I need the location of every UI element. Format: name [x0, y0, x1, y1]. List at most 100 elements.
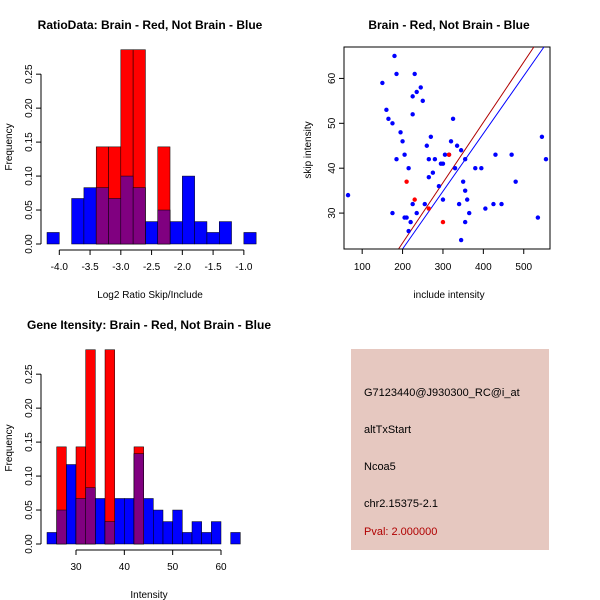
scatter-point-not-brain: [543, 157, 549, 162]
scatter-xtick-label: 500: [515, 262, 532, 273]
scatter-point-not-brain: [414, 210, 419, 216]
scatter-point-not-brain: [499, 201, 504, 207]
scatter-point-not-brain: [450, 116, 456, 122]
scatter-point-not-brain: [462, 219, 468, 225]
ratio_hist-xtick-label: -1.5: [204, 262, 222, 273]
scatter-point-not-brain: [539, 134, 545, 139]
scatter-point-not-brain: [493, 152, 498, 157]
ratio_hist-bar-not-brain: [182, 175, 195, 245]
scatter-point-not-brain: [410, 94, 415, 99]
scatter-point-brain: [404, 179, 409, 184]
ratio_hist-xtick-label: -2.5: [143, 262, 161, 273]
scatter-title: Brain - Red, Not Brain - Blue: [368, 18, 530, 32]
ratio_hist-xtick-label: -1.0: [235, 262, 253, 273]
gene-histogram-title: Gene Itensity: Brain - Red, Not Brain - …: [27, 318, 271, 332]
scatter-point-not-brain: [479, 166, 484, 171]
ratio_hist-xtick-label: -3.0: [112, 262, 130, 273]
ratio_hist-ytick-label: 0.20: [24, 98, 35, 118]
ratio_hist-bar-not-brain: [46, 232, 60, 245]
gene_hist-xtick-label: 30: [70, 562, 82, 573]
scatter-point-not-brain: [483, 206, 488, 211]
gene_hist-bar-brain: [104, 349, 115, 545]
scatter-point-not-brain: [422, 201, 427, 207]
ratio_hist-xtick-label: -4.0: [51, 262, 69, 273]
scatter-xtick-label: 300: [435, 262, 452, 273]
scatter-point-not-brain: [535, 215, 541, 220]
gene_hist-xtick-label: 50: [167, 562, 179, 573]
ratio_hist-bar-overlap: [132, 187, 146, 245]
ratio-histogram-xlabel: Log2 Ratio Skip/Include: [97, 290, 203, 301]
scatter-point-not-brain: [410, 201, 415, 207]
gene_hist-ytick-label: 0.05: [24, 500, 35, 520]
scatter-point-not-brain: [426, 157, 432, 162]
ratio_hist-bar-not-brain: [218, 221, 232, 245]
gene_hist-bar-not-brain: [182, 532, 193, 545]
gene_hist-bar-overlap: [75, 498, 86, 545]
scatter-point-not-brain: [384, 107, 389, 113]
scatter-xlabel: include intensity: [413, 290, 484, 301]
scatter-point-not-brain: [473, 166, 478, 171]
gene_hist-ytick-label: 0.15: [24, 432, 35, 452]
chromosome-location: chr2.15375-2.1: [364, 498, 438, 510]
ratio_hist-bar-overlap: [157, 209, 171, 245]
gene_hist-bar-not-brain: [153, 509, 164, 545]
probe-id: G7123440@J930300_RC@i_at: [364, 387, 520, 399]
ratio_hist-bar-not-brain: [194, 221, 208, 245]
scatter-point-not-brain: [418, 85, 423, 90]
scatter-point-not-brain: [420, 98, 425, 104]
scatter-point-not-brain: [392, 53, 397, 59]
scatter-point-not-brain: [390, 210, 395, 216]
gene-intensity-histogram: Gene Itensity: Brain - Red, Not Brain - …: [4, 318, 271, 600]
event-type: altTxStart: [364, 424, 412, 436]
scatter-point-not-brain: [414, 89, 419, 95]
scatter-point-not-brain: [462, 157, 468, 162]
scatter-ytick-label: 40: [327, 162, 338, 174]
scatter-ytick-label: 30: [327, 207, 338, 219]
scatter-point-not-brain: [458, 237, 464, 243]
ratio_hist-bar-not-brain: [145, 221, 158, 245]
scatter-point-not-brain: [467, 210, 472, 216]
ratio_hist-bar-not-brain: [243, 232, 257, 245]
scatter-point-not-brain: [462, 188, 468, 193]
scatter-point-not-brain: [380, 80, 385, 86]
scatter-point-not-brain: [456, 201, 462, 207]
scatter-point-not-brain: [428, 134, 434, 139]
not-brain-fit-line: [402, 46, 545, 250]
gene_hist-bar-not-brain: [191, 521, 202, 545]
scatter-point-not-brain: [345, 192, 351, 198]
gene_hist-bar-not-brain: [143, 498, 154, 545]
scatter-point-not-brain: [406, 166, 411, 171]
scatter-ytick-label: 50: [327, 117, 338, 129]
scatter-point-not-brain: [440, 197, 446, 202]
ratio-histogram-title: RatioData: Brain - Red, Not Brain - Blue: [38, 18, 263, 32]
scatter-point-not-brain: [404, 215, 409, 220]
scatter-point-not-brain: [400, 139, 405, 144]
ratio_hist-bar-not-brain: [83, 187, 97, 245]
gene_hist-bar-not-brain: [211, 521, 222, 545]
scatter-xtick-label: 400: [475, 262, 492, 273]
gene_hist-bar-overlap: [104, 521, 115, 545]
ratio-histogram-ylabel: Frequency: [4, 123, 15, 170]
ratio_hist-bar-not-brain: [169, 221, 183, 245]
scatter-point-not-brain: [460, 179, 466, 184]
ratio_hist-ytick-label: 0.15: [24, 132, 35, 152]
gene_hist-bar-not-brain: [46, 532, 57, 545]
scatter-point-not-brain: [430, 170, 436, 175]
gene-name: Ncoa5: [364, 461, 396, 473]
ratio_hist-ytick-label: 0.25: [24, 64, 35, 84]
scatter-point-not-brain: [410, 112, 415, 117]
gene_hist-bar-not-brain: [201, 532, 212, 545]
ratio_hist-bar-overlap: [120, 175, 134, 245]
scatter-point-not-brain: [448, 139, 454, 144]
gene_hist-bar-overlap: [85, 487, 96, 545]
gene_hist-ytick-label: 0.10: [24, 466, 35, 486]
scatter-point-not-brain: [454, 143, 460, 148]
scatter-point-brain: [440, 219, 446, 225]
scatter-point-not-brain: [402, 152, 407, 157]
scatter-point-not-brain: [458, 148, 464, 153]
gene_hist-bar-not-brain: [162, 521, 173, 545]
scatter-point-not-brain: [452, 166, 458, 171]
scatter-point-not-brain: [440, 161, 446, 166]
scatter-point-brain: [412, 197, 417, 202]
